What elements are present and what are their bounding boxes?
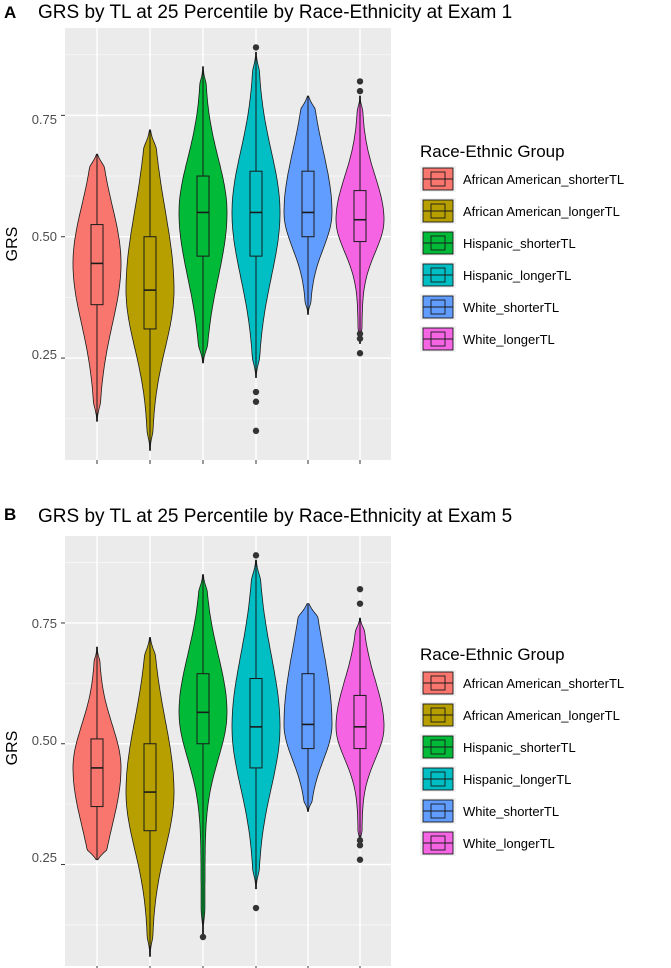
panel-a: A GRS by TL at 25 Percentile by Race-Eth…: [4, 2, 624, 464]
panel-label: B: [4, 505, 16, 524]
y-axis: 0.75 0.50 0.25 GRS: [4, 616, 57, 865]
violins: [72, 552, 385, 957]
box-iqr: [143, 236, 157, 330]
outlier-point: [356, 585, 364, 593]
outlier-point: [199, 933, 207, 941]
legend-item: White_shorterTL: [420, 294, 559, 320]
legend-label: Hispanic_shorterTL: [463, 740, 576, 755]
legend-item: White_longerTL: [420, 830, 555, 856]
legend-label: White_shorterTL: [463, 300, 559, 315]
box-iqr: [249, 678, 263, 769]
legend-label: Hispanic_longerTL: [463, 268, 571, 283]
legend-item: African American_longerTL: [420, 702, 620, 728]
outlier-point: [356, 335, 364, 342]
legend-label: Hispanic_shorterTL: [463, 236, 576, 251]
panel-label: A: [4, 3, 16, 22]
outlier-point: [356, 837, 364, 844]
y-tick-label: 0.50: [32, 229, 57, 244]
box-iqr: [90, 738, 104, 808]
y-tick-label: 0.25: [32, 347, 57, 362]
violin-group: [335, 585, 385, 863]
legend-item: Hispanic_longerTL: [420, 262, 571, 288]
violin-group: [178, 574, 228, 941]
box-iqr: [143, 743, 157, 832]
outlier-point: [356, 842, 364, 849]
box-iqr: [196, 673, 210, 745]
legend-item: White_longerTL: [420, 326, 555, 352]
box-iqr: [90, 224, 104, 306]
y-axis-label: GRS: [4, 227, 21, 262]
violin-group: [125, 129, 175, 451]
box-iqr: [353, 190, 367, 243]
violins: [72, 44, 385, 451]
outlier-point: [356, 856, 364, 863]
box-iqr: [196, 175, 210, 257]
y-axis: 0.75 0.50 0.25 GRS: [4, 112, 57, 362]
legend-item: Hispanic_shorterTL: [420, 734, 576, 760]
legend-label: African American_longerTL: [463, 708, 620, 723]
violin-group: [283, 95, 333, 315]
legend: Race-Ethnic Group African American_short…: [420, 645, 624, 856]
y-axis-label: GRS: [4, 731, 21, 766]
outlier-point: [252, 44, 260, 51]
outlier-point: [356, 78, 364, 85]
legend-label: White_longerTL: [463, 836, 555, 851]
legend-title: Race-Ethnic Group: [420, 645, 565, 664]
outlier-point: [252, 552, 260, 559]
y-tick-label: 0.75: [32, 112, 57, 127]
outlier-point: [252, 427, 260, 435]
legend-label: African American_shorterTL: [463, 172, 624, 187]
outlier-point: [356, 350, 364, 357]
outlier-point: [356, 87, 364, 95]
outlier-point: [252, 388, 260, 396]
y-tick-label: 0.50: [32, 733, 57, 748]
box-iqr: [353, 694, 367, 750]
violin-group: [231, 44, 281, 435]
chart-title: GRS by TL at 25 Percentile by Race-Ethni…: [38, 506, 512, 527]
x-axis: [96, 966, 361, 968]
legend-label: White_longerTL: [463, 332, 555, 347]
violin-group: [231, 552, 281, 912]
legend-item: Hispanic_shorterTL: [420, 230, 576, 256]
outlier-point: [356, 600, 364, 607]
outlier-point: [252, 398, 260, 405]
legend-item: African American_shorterTL: [420, 166, 624, 192]
legend-label: African American_shorterTL: [463, 676, 624, 691]
violin-group: [283, 603, 333, 812]
outlier-point: [252, 904, 260, 912]
legend-label: Hispanic_longerTL: [463, 772, 571, 787]
box-iqr: [301, 170, 315, 238]
legend: Race-Ethnic Group African American_short…: [420, 142, 624, 352]
box-iqr: [249, 170, 263, 257]
legend-label: African American_longerTL: [463, 204, 620, 219]
violin-group: [72, 153, 122, 422]
legend-item: African American_longerTL: [420, 198, 620, 224]
x-axis: [96, 460, 361, 464]
chart-title: GRS by TL at 25 Percentile by Race-Ethni…: [38, 2, 512, 23]
y-tick-label: 0.75: [32, 616, 57, 631]
outlier-point: [356, 330, 364, 337]
violin-group: [335, 78, 385, 357]
panel-b: B GRS by TL at 25 Percentile by Race-Eth…: [4, 505, 624, 968]
box-iqr: [301, 673, 315, 750]
legend-item: White_shorterTL: [420, 798, 559, 824]
legend-item: African American_shorterTL: [420, 670, 624, 696]
violin-group: [178, 66, 228, 364]
legend-item: Hispanic_longerTL: [420, 766, 571, 792]
violin-group: [125, 637, 175, 957]
legend-label: White_shorterTL: [463, 804, 559, 819]
violin-group: [72, 646, 122, 861]
legend-title: Race-Ethnic Group: [420, 142, 565, 161]
y-tick-label: 0.25: [32, 850, 57, 865]
